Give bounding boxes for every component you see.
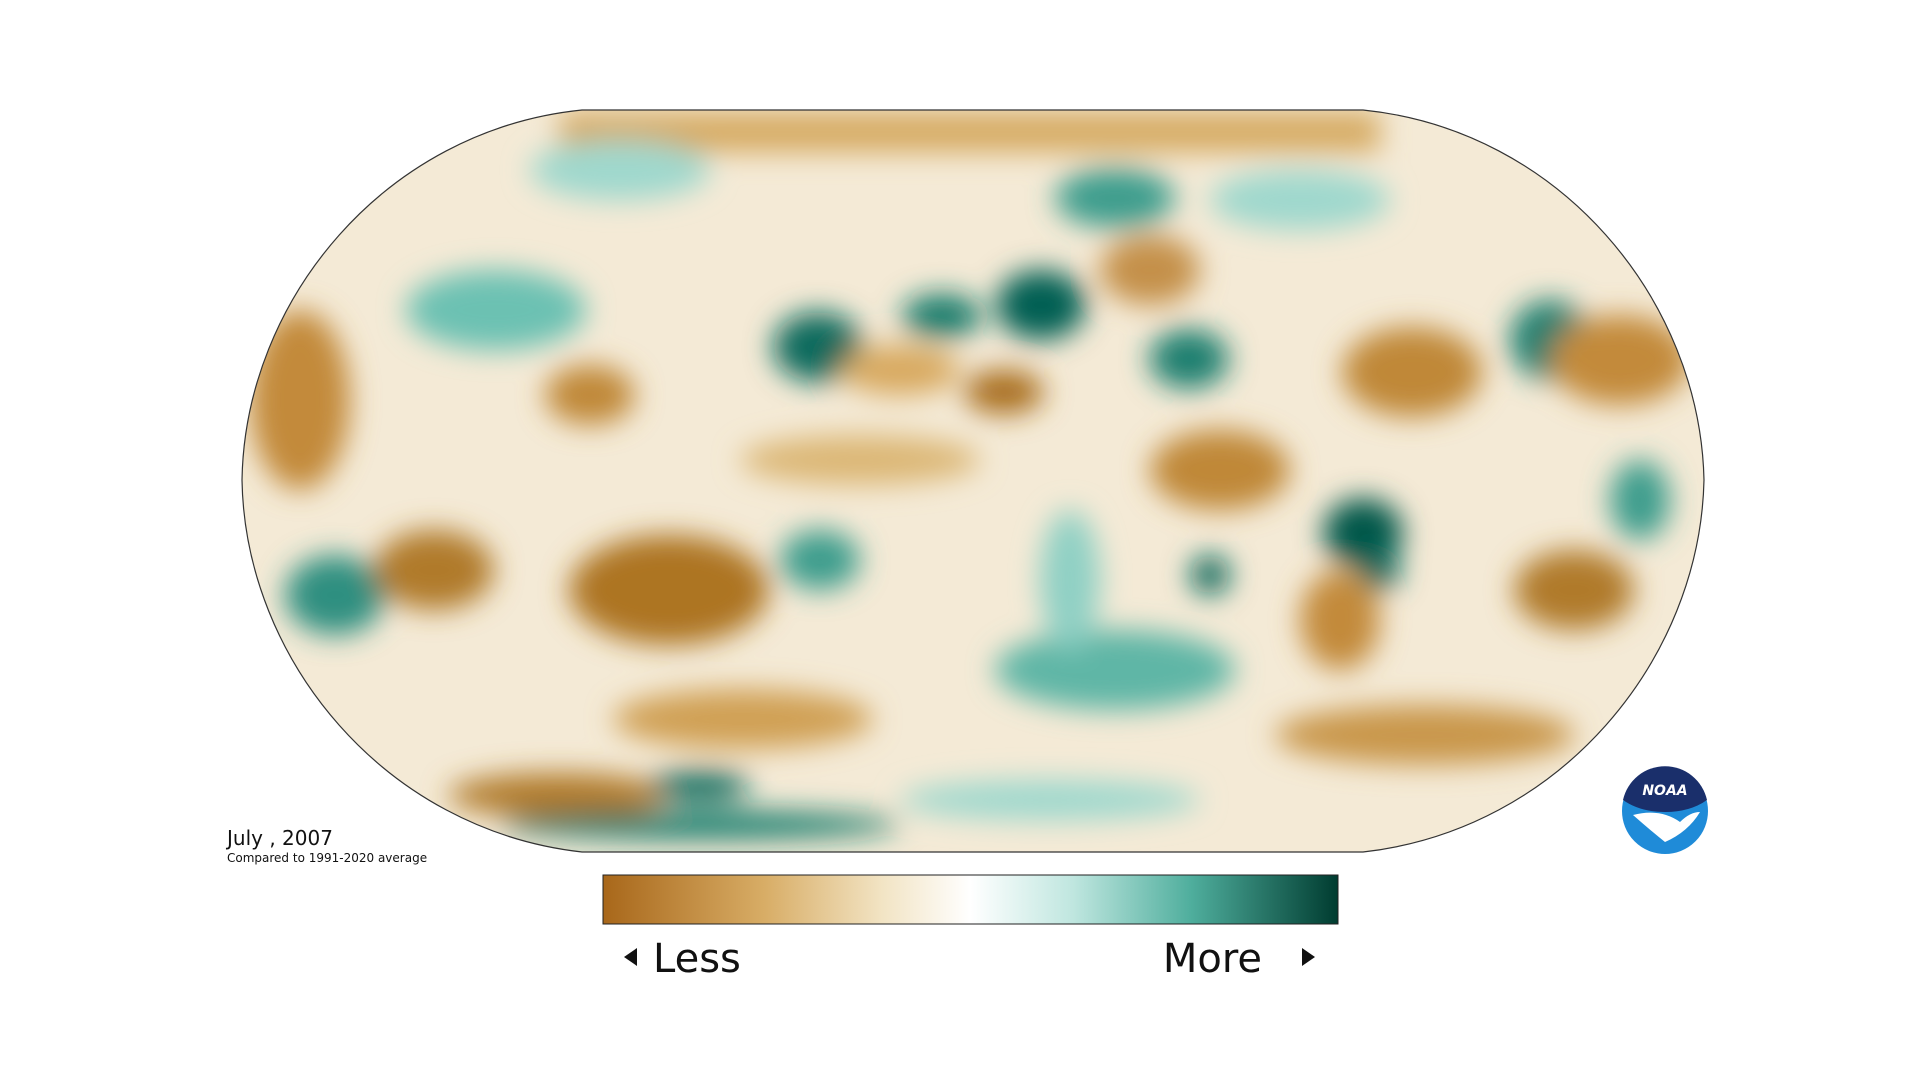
map-outline (241, 109, 1705, 853)
legend-more: More (1163, 936, 1262, 982)
less-arrow (624, 948, 637, 966)
noaa-logo: NOAA (1620, 766, 1710, 856)
more-arrow (1302, 948, 1315, 966)
map-field (242, 110, 1704, 852)
subtitle: Compared to 1991-2020 average (227, 851, 427, 865)
logo-text: NOAA (1642, 783, 1687, 799)
legend-less: Less (653, 936, 741, 982)
color-scale (602, 874, 1339, 925)
date-label: July , 2007 (225, 826, 333, 850)
